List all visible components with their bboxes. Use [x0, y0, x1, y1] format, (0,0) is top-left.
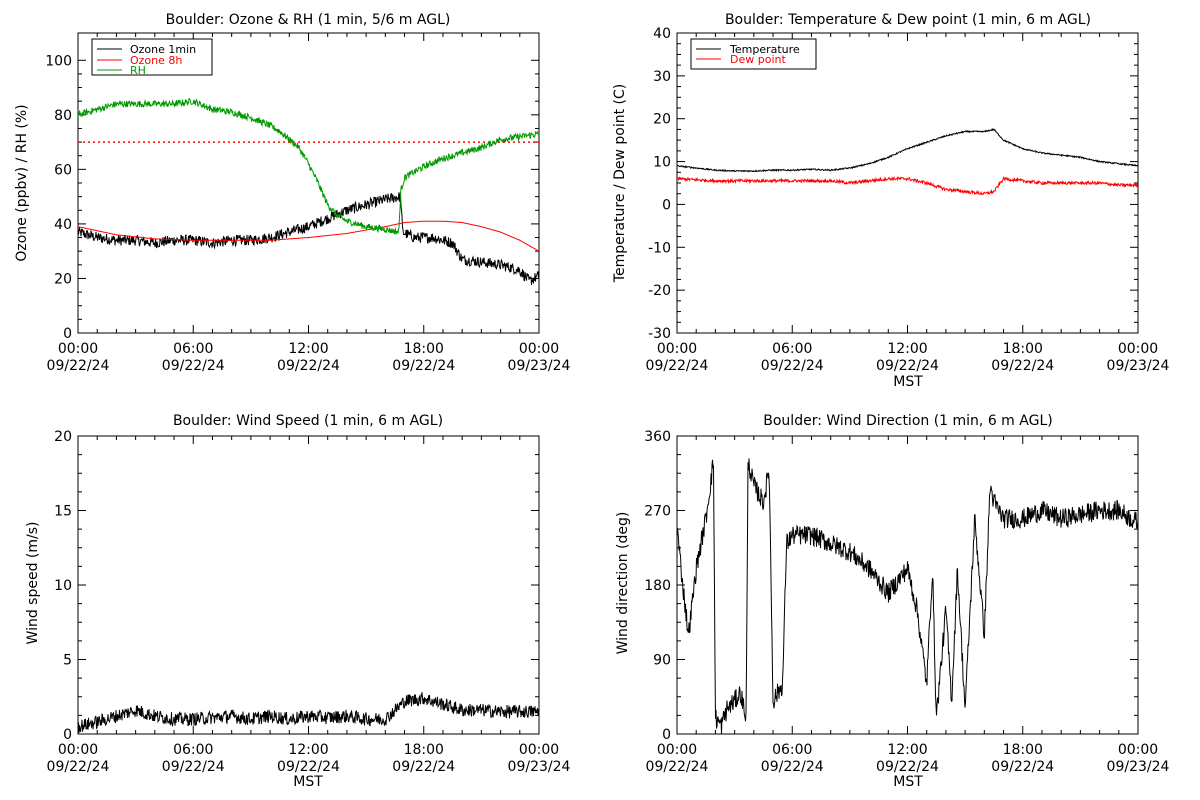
- wind-direction-ytick-label: 180: [644, 578, 671, 594]
- ozone-rh-xtick-time: 06:00: [173, 341, 213, 357]
- wind-direction-xtick-date: 09/22/24: [646, 759, 709, 775]
- temp-dewpoint-xtick-date: 09/22/24: [761, 358, 824, 374]
- wind-speed-xtick-time: 18:00: [404, 742, 444, 758]
- ozone-rh-panel: Boulder: Ozone & RH (1 min, 5/6 m AGL) O…: [14, 12, 571, 374]
- wind-direction-xtick-time: 12:00: [887, 742, 927, 758]
- wind-speed-xtick-time: 12:00: [288, 742, 328, 758]
- ozone-rh-plot-frame: [77, 32, 540, 334]
- temp-dewpoint-ytick-label: -20: [648, 283, 671, 299]
- wind-direction-xtick-date: 09/23/24: [1107, 759, 1170, 775]
- wind-speed-xtick-date: 09/22/24: [277, 759, 340, 775]
- wind-direction-panel: Boulder: Wind Direction (1 min, 6 m AGL)…: [615, 413, 1170, 790]
- ozone-rh-ytick-label: 60: [54, 162, 72, 178]
- ozone-rh-xtick-time: 00:00: [519, 341, 559, 357]
- temp-dewpoint-xtick-time: 00:00: [1118, 341, 1158, 357]
- ozone-rh-ytick-label: 80: [54, 108, 72, 124]
- wind-direction-ytick-label: 270: [644, 504, 671, 520]
- temp-dewpoint-ylabel: Temperature / Dew point (C): [612, 84, 628, 283]
- ozone-1min-legend-label: Ozone 1min: [130, 43, 196, 56]
- temp-dewpoint-series-dew-point-line: [676, 175, 1139, 196]
- ozone-rh-xtick-date: 09/22/24: [162, 358, 225, 374]
- ozone-rh-xtick-date: 09/23/24: [508, 358, 571, 374]
- rh-legend-label: RH: [130, 64, 146, 77]
- wind-direction-ytick-label: 0: [662, 727, 671, 743]
- wind-speed-ytick-label: 0: [63, 727, 72, 743]
- temp-dewpoint-title: Boulder: Temperature & Dew point (1 min,…: [725, 12, 1091, 28]
- ozone-rh-xtick-date: 09/22/24: [277, 358, 340, 374]
- wind-speed-xtick-time: 00:00: [519, 742, 559, 758]
- ozone-rh-ytick-label: 0: [63, 326, 72, 342]
- wind-speed-ytick-label: 15: [54, 504, 72, 520]
- temp-dewpoint-ytick-label: -10: [648, 240, 671, 256]
- ozone-rh-ylabel: Ozone (ppbv) / RH (%): [14, 104, 30, 261]
- temp-dewpoint-xtick-time: 06:00: [772, 341, 812, 357]
- ozone-rh-legend-box: [91, 38, 213, 76]
- ozone-rh-ytick-label: 40: [54, 217, 72, 233]
- wind-speed-ylabel: Wind speed (m/s): [25, 522, 41, 645]
- temp-dewpoint-ytick-label: 30: [653, 69, 671, 85]
- wind-speed-ytick-label: 5: [63, 653, 72, 669]
- wind-speed-plot-frame: [77, 435, 540, 735]
- wind-speed-ytick-label: 10: [54, 578, 72, 594]
- ozone-rh-series-rh-line: [77, 98, 540, 235]
- wind-speed-xtick-date: 09/22/24: [47, 759, 110, 775]
- wind-direction-xtick-time: 06:00: [772, 742, 812, 758]
- wind-speed-xtick-time: 06:00: [173, 742, 213, 758]
- wind-direction-xtick-date: 09/22/24: [991, 759, 1054, 775]
- wind-speed-panel: Boulder: Wind Speed (1 min, 6 m AGL) Win…: [25, 413, 571, 790]
- temp-dewpoint-xtick-time: 18:00: [1003, 341, 1043, 357]
- wind-speed-ytick-label: 20: [54, 429, 72, 445]
- ozone-rh-xtick-date: 09/22/24: [47, 358, 110, 374]
- wind-direction-ylabel: Wind direction (deg): [615, 512, 631, 655]
- ozone-8h-legend-label: Ozone 8h: [130, 54, 182, 67]
- ozone-rh-series-ozone-1min-line: [77, 192, 540, 285]
- wind-direction-xlabel: MST: [893, 774, 923, 790]
- temp-dewpoint-ytick-label: -30: [648, 326, 671, 342]
- temp-dewpoint-xtick-date: 09/22/24: [991, 358, 1054, 374]
- wind-speed-xtick-time: 00:00: [58, 742, 98, 758]
- wind-direction-xtick-date: 09/22/24: [876, 759, 939, 775]
- ozone-rh-ytick-label: 20: [54, 271, 72, 287]
- ozone-rh-xtick-date: 09/22/24: [392, 358, 455, 374]
- temp-dewpoint-ytick-label: 20: [653, 112, 671, 128]
- ozone-rh-series-ozone-8h-line: [77, 220, 540, 252]
- temp-dewpoint-ytick-label: 40: [653, 26, 671, 42]
- wind-speed-xtick-date: 09/23/24: [508, 759, 571, 775]
- temp-dewpoint-xtick-date: 09/22/24: [646, 358, 709, 374]
- temp-dewpoint-series-temperature-line: [676, 128, 1139, 173]
- wind-speed-xtick-date: 09/22/24: [162, 759, 225, 775]
- ozone-rh-ytick-label: 100: [45, 53, 72, 69]
- temp-dewpoint-xtick-time: 00:00: [657, 341, 697, 357]
- temp-dewpoint-panel: Boulder: Temperature & Dew point (1 min,…: [612, 12, 1170, 390]
- wind-speed-xlabel: MST: [293, 774, 323, 790]
- wind-direction-xtick-date: 09/22/24: [761, 759, 824, 775]
- dewpoint-legend-label: Dew point: [730, 53, 786, 66]
- wind-direction-title: Boulder: Wind Direction (1 min, 6 m AGL): [763, 413, 1052, 429]
- wind-direction-xtick-time: 18:00: [1003, 742, 1043, 758]
- temp-dewpoint-xtick-date: 09/22/24: [876, 358, 939, 374]
- wind-speed-series-0-line: [77, 692, 540, 733]
- ozone-rh-xtick-time: 18:00: [404, 341, 444, 357]
- temp-dewpoint-legend: Temperature Dew point: [690, 38, 817, 70]
- wind-speed-xtick-date: 09/22/24: [392, 759, 455, 775]
- ozone-rh-xtick-time: 12:00: [288, 341, 328, 357]
- ozone-rh-legend: Ozone 1min Ozone 8h RH: [91, 38, 213, 77]
- temp-dewpoint-ytick-label: 10: [653, 155, 671, 171]
- wind-speed-title: Boulder: Wind Speed (1 min, 6 m AGL): [173, 413, 443, 429]
- wind-direction-ytick-label: 360: [644, 429, 671, 445]
- temp-dewpoint-legend-box: [690, 38, 817, 70]
- temp-dewpoint-ytick-label: 0: [662, 197, 671, 213]
- temp-dewpoint-xtick-time: 12:00: [887, 341, 927, 357]
- ozone-rh-title: Boulder: Ozone & RH (1 min, 5/6 m AGL): [166, 12, 451, 28]
- wind-direction-series-0-line: [676, 458, 1139, 734]
- wind-direction-xtick-time: 00:00: [657, 742, 697, 758]
- ozone-rh-xtick-time: 00:00: [58, 341, 98, 357]
- wind-direction-ytick-label: 90: [653, 653, 671, 669]
- wind-direction-xtick-time: 00:00: [1118, 742, 1158, 758]
- temp-dewpoint-xlabel: MST: [893, 374, 923, 390]
- temperature-legend-label: Temperature: [729, 43, 800, 56]
- temp-dewpoint-xtick-date: 09/23/24: [1107, 358, 1170, 374]
